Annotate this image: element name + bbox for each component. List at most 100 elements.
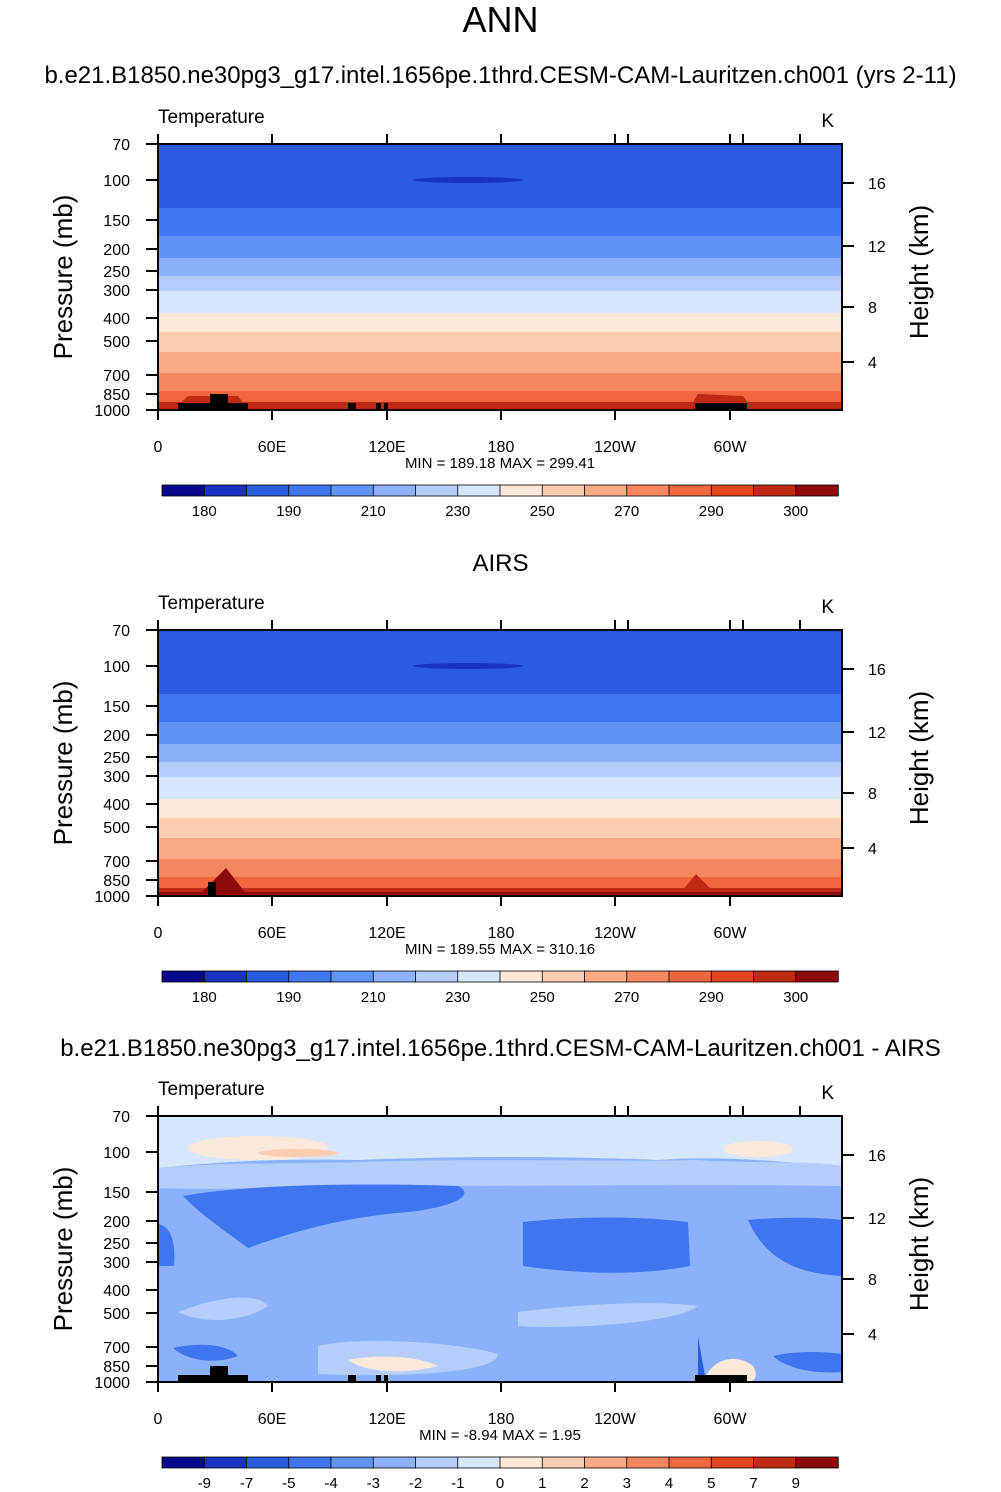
- colorbar-label: 270: [614, 989, 639, 1006]
- y-tick-label: 500: [103, 334, 130, 351]
- colorbar-swatch: [668, 970, 712, 983]
- colorbar-swatch: [288, 970, 332, 983]
- contour-band: [678, 874, 718, 896]
- y-tick-label: 850: [103, 387, 130, 404]
- x-tick-label: 60W: [714, 1411, 748, 1428]
- x-tick-label: 60E: [258, 1411, 286, 1428]
- colorbar-swatch: [668, 1456, 712, 1469]
- panel-3: Temperature K7010015020025030040050070085…: [48, 1079, 934, 1492]
- contour-negative-region: [183, 1184, 465, 1248]
- right-string: K: [821, 597, 834, 618]
- colorbar-swatch: [457, 1456, 501, 1469]
- colorbar-swatch: [626, 484, 670, 497]
- contour-band: [158, 352, 842, 373]
- panel-3-title: b.e21.B1850.ne30pg3_g17.intel.1656pe.1th…: [60, 1035, 941, 1062]
- colorbar-label: -9: [198, 1475, 211, 1492]
- y2-tick-label: 8: [868, 786, 877, 803]
- panel-1: Temperature K 70 100 150 200 250 300 400 500 700 85…: [48, 107, 934, 520]
- colorbar-label: 250: [530, 503, 555, 520]
- contour-band: [158, 373, 842, 391]
- colorbar-swatch: [668, 484, 712, 497]
- terrain-mask: [376, 403, 381, 410]
- contour-band: [158, 258, 842, 276]
- contour-band: [158, 630, 842, 694]
- x-tick-label: 120E: [368, 925, 405, 942]
- contour-negative-region: [698, 1336, 706, 1382]
- colorbar-label: 300: [783, 503, 808, 520]
- colorbar-swatch: [372, 484, 417, 497]
- y2-tick-label: 4: [868, 355, 877, 372]
- y-tick-label: 70: [112, 1109, 130, 1126]
- terrain-mask: [695, 1375, 747, 1382]
- colorbar-swatch: [795, 1456, 839, 1469]
- x-tick-label: 0: [154, 925, 163, 942]
- colorbar-swatch: [710, 1456, 755, 1469]
- y-tick-label: 300: [103, 283, 130, 300]
- colorbar-swatch: [415, 970, 459, 983]
- y-tick-label: 500: [103, 1306, 130, 1323]
- y-tick-label: 700: [103, 854, 130, 871]
- colorbar-swatch: [795, 970, 839, 983]
- panel-2: Temperature K 70 100 150 200 250 300 400 500 700 85…: [48, 593, 934, 1006]
- contour-band: [158, 236, 842, 258]
- colorbar-swatch: [626, 1456, 670, 1469]
- terrain-mask: [210, 394, 228, 410]
- colorbar-label: 0: [496, 1475, 504, 1492]
- colorbar-swatch: [288, 484, 332, 497]
- colorbar-swatch: [457, 970, 501, 983]
- y-tick-label: 850: [103, 873, 130, 890]
- colorbar-swatch: [203, 1456, 248, 1469]
- contour-band: [158, 144, 842, 208]
- colorbar-swatch: [203, 484, 248, 497]
- colorbar-swatch: [541, 970, 586, 983]
- terrain-mask: [376, 1375, 381, 1382]
- y2-tick-label: 12: [868, 239, 886, 256]
- y-tick-label: 250: [103, 750, 130, 767]
- colorbar-label: 230: [445, 503, 470, 520]
- colorbar-swatch: [415, 1456, 459, 1469]
- contour-band: [158, 892, 842, 896]
- terrain-mask: [348, 1375, 356, 1382]
- y-axis-title: Pressure (mb): [48, 1167, 78, 1332]
- y2-tick-label: 16: [868, 176, 886, 193]
- colorbar-label: 290: [699, 989, 724, 1006]
- colorbar-label: -2: [409, 1475, 422, 1492]
- colorbar-label: 2: [580, 1475, 588, 1492]
- x-tick-label: 180: [488, 925, 515, 942]
- contour-negative-region: [158, 1224, 175, 1266]
- contour-band: [158, 391, 842, 402]
- contour-positive-region: [258, 1149, 338, 1157]
- colorbar-swatch: [541, 1456, 586, 1469]
- y-tick-label: 70: [112, 623, 130, 640]
- x-tick-label: 180: [488, 1411, 515, 1428]
- colorbar-swatch: [584, 1456, 628, 1469]
- contour-band: [518, 1303, 698, 1328]
- contour-negative-region: [173, 1344, 238, 1361]
- x-tick-label: 120E: [368, 1411, 405, 1428]
- terrain-mask: [384, 403, 388, 410]
- terrain-mask: [384, 1375, 388, 1382]
- colorbar-swatch: [246, 1456, 290, 1469]
- min-max-label: MIN = -8.94 MAX = 1.95: [419, 1427, 581, 1444]
- colorbar-label: 4: [665, 1475, 673, 1492]
- colorbar-label: 1: [538, 1475, 546, 1492]
- terrain-mask: [348, 403, 356, 410]
- colorbar-swatch: [499, 1456, 543, 1469]
- contour-min-region: [413, 663, 523, 669]
- colorbar-swatch: [246, 484, 290, 497]
- y-tick-label: 70: [112, 137, 130, 154]
- panel-2-title: AIRS: [472, 550, 529, 577]
- y2-tick-label: 12: [868, 1211, 886, 1228]
- colorbar-label: 190: [276, 503, 301, 520]
- colorbar-swatch: [584, 970, 628, 983]
- colorbar-swatch: [372, 1456, 417, 1469]
- page-title: ANN: [462, 0, 539, 40]
- y-tick-label: 300: [103, 1255, 130, 1272]
- x-tick-label: 0: [154, 1411, 163, 1428]
- x-tick-label: 120W: [594, 925, 637, 942]
- contour-band: [158, 276, 842, 291]
- contour-negative-region: [773, 1352, 842, 1373]
- right-string: K: [821, 111, 834, 132]
- colorbar-swatch: [161, 970, 205, 983]
